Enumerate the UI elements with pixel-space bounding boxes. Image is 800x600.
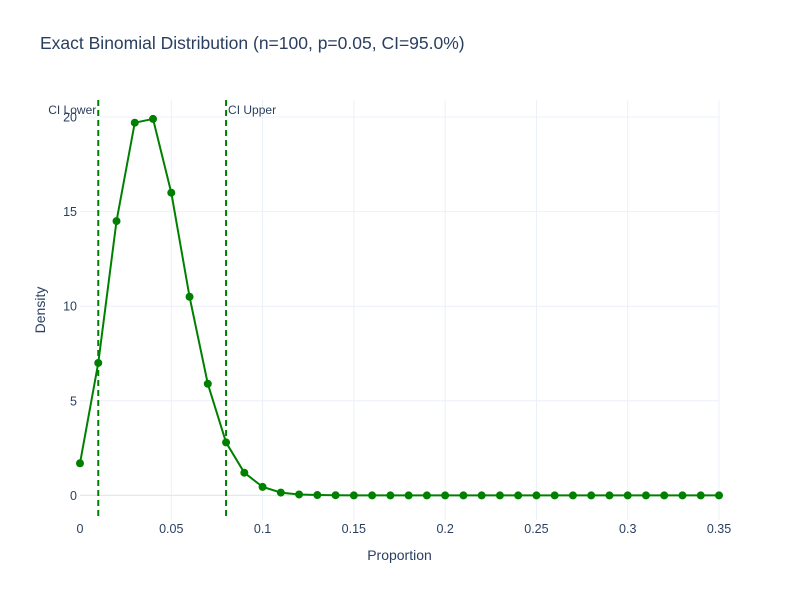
data-point	[514, 491, 523, 500]
data-point	[331, 491, 340, 500]
data-point	[313, 491, 322, 500]
data-point	[459, 491, 468, 500]
data-point	[222, 438, 231, 447]
data-point	[112, 217, 121, 226]
data-point	[696, 491, 705, 500]
data-point	[295, 490, 304, 499]
y-tick-label: 0	[70, 489, 77, 503]
x-tick-label: 0.15	[342, 522, 366, 536]
data-point	[94, 358, 103, 367]
ci-lower-label: CI Lower	[48, 103, 96, 117]
data-point	[641, 491, 650, 500]
data-point	[167, 188, 176, 197]
data-point	[678, 491, 687, 500]
data-point	[495, 491, 504, 500]
data-point	[258, 482, 267, 491]
data-point	[276, 488, 285, 497]
data-point	[422, 491, 431, 500]
x-tick-label: 0.35	[707, 522, 731, 536]
y-axis-title: Density	[32, 287, 48, 334]
y-tick-label: 10	[63, 300, 77, 314]
x-tick-label: 0.2	[436, 522, 453, 536]
data-point	[404, 491, 413, 500]
y-tick-label: 15	[63, 205, 77, 219]
ci-lines: CI Lower CI Upper	[48, 100, 276, 520]
data-point	[550, 491, 559, 500]
data-point	[240, 468, 249, 477]
data-point	[130, 118, 139, 127]
data-point	[660, 491, 669, 500]
grid	[80, 100, 720, 520]
y-tick-label: 5	[70, 394, 77, 408]
data-point	[441, 491, 450, 500]
data-point	[185, 292, 194, 301]
data-point	[203, 379, 212, 388]
data-point	[477, 491, 486, 500]
x-tick-label: 0.3	[619, 522, 636, 536]
data-point	[623, 491, 632, 500]
y-tick-label: 20	[63, 111, 77, 125]
chart-title: Exact Binomial Distribution (n=100, p=0.…	[40, 33, 465, 53]
x-axis-title: Proportion	[367, 547, 432, 563]
data-point	[587, 491, 596, 500]
data-point	[532, 491, 541, 500]
x-tick-label: 0	[77, 522, 84, 536]
x-tick-label: 0.05	[159, 522, 183, 536]
ci-upper-label: CI Upper	[228, 103, 276, 117]
density-line	[79, 117, 719, 497]
x-tick-label: 0.25	[524, 522, 548, 536]
data-point	[568, 491, 577, 500]
data-point	[715, 491, 723, 500]
series	[76, 114, 723, 500]
x-tick-label: 0.1	[254, 522, 271, 536]
data-point	[349, 491, 358, 500]
data-point	[76, 459, 84, 468]
data-point	[386, 491, 395, 500]
data-point	[149, 114, 158, 123]
data-point	[605, 491, 614, 500]
data-point	[368, 491, 377, 500]
tick-labels: 0 0.05 0.1 0.15 0.2 0.25 0.3 0.35 0 5 10 15 20	[63, 111, 731, 536]
